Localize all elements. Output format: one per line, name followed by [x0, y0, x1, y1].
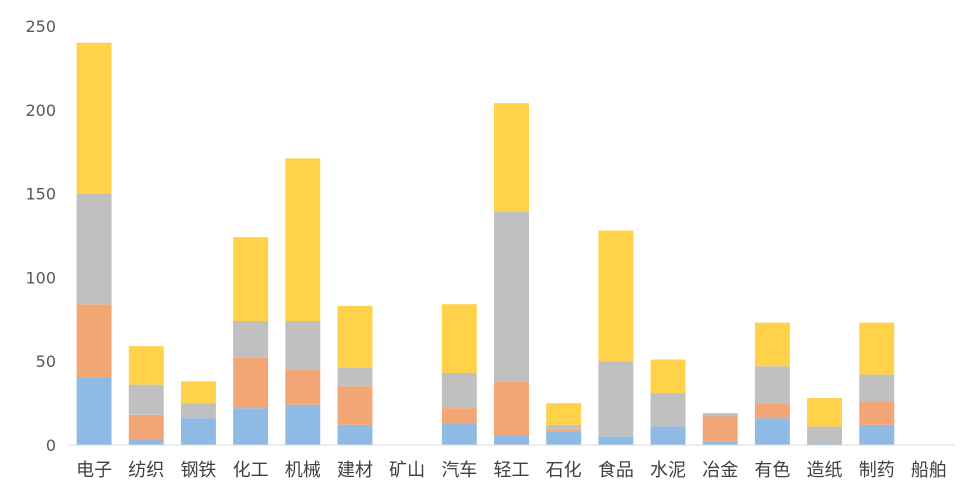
- bar-segment-3: [76, 193, 112, 305]
- bar-segment-1: [859, 424, 895, 445]
- bar-segment-2: [494, 381, 529, 435]
- bar-segment-3: [650, 393, 686, 427]
- bar-segment-4: [807, 398, 843, 427]
- x-tick-label: 食品: [598, 460, 634, 481]
- bar-segment-4: [598, 230, 634, 362]
- bar-segment-3: [233, 320, 269, 358]
- bar-segment-2: [546, 429, 582, 432]
- x-tick-label: 化工: [233, 460, 269, 481]
- bar-segment-4: [859, 322, 895, 375]
- bar-segment-2: [441, 408, 477, 424]
- x-tick-label: 电子: [76, 460, 112, 481]
- bar-segment-1: [180, 418, 216, 445]
- x-tick-label: 汽车: [441, 460, 477, 481]
- bars: [76, 42, 895, 445]
- bar-segment-3: [807, 426, 843, 444]
- bar-segment-3: [754, 366, 790, 404]
- bar-segment-4: [128, 346, 164, 385]
- x-tick-label: 船舶: [911, 460, 947, 481]
- x-tick-label: 水泥: [650, 460, 686, 481]
- x-tick-label: 纺织: [128, 460, 164, 481]
- bar-segment-4: [233, 237, 269, 321]
- bar-segment-4: [494, 103, 529, 213]
- x-axis-labels: 电子 纺织 钢铁 化工 机械 建材 矿山 汽车 轻工 石化 食品 水泥 冶金 有色 造纸 制药 船舶: [76, 460, 947, 481]
- x-tick-label: 轻工: [494, 460, 530, 481]
- bar-segment-1: [441, 423, 477, 445]
- y-tick-label: 50: [36, 352, 56, 371]
- bar-segment-1: [598, 436, 634, 445]
- bar-segment-1: [494, 434, 529, 445]
- bar-segment-4: [337, 305, 373, 368]
- y-tick-label: 250: [25, 17, 56, 36]
- bar-segment-3: [494, 212, 529, 382]
- bar-segment-4: [180, 381, 216, 404]
- x-tick-label: 机械: [285, 460, 321, 481]
- bar-segment-1: [650, 426, 686, 445]
- x-tick-label: 造纸: [807, 460, 843, 481]
- bar-segment-2: [285, 369, 321, 405]
- y-tick-label: 150: [25, 185, 56, 204]
- x-tick-label: 冶金: [702, 460, 738, 481]
- bar-segment-2: [754, 403, 790, 419]
- x-tick-label: 有色: [754, 460, 790, 481]
- bar-segment-4: [76, 42, 112, 194]
- bar-segment-1: [128, 439, 164, 445]
- bar-segment-1: [285, 404, 321, 445]
- bar-segment-3: [859, 374, 895, 402]
- y-tick-label: 0: [46, 436, 56, 455]
- bar-segment-4: [650, 359, 686, 394]
- bar-segment-3: [337, 367, 373, 387]
- bar-segment-3: [546, 424, 582, 430]
- bar-segment-2: [76, 304, 112, 378]
- bar-segment-1: [337, 424, 373, 445]
- bar-segment-2: [337, 386, 373, 425]
- bar-segment-4: [546, 403, 582, 425]
- bar-segment-3: [598, 361, 634, 437]
- bar-segment-4: [285, 158, 321, 321]
- bar-segment-1: [807, 443, 843, 445]
- bar-segment-2: [859, 401, 895, 425]
- bar-segment-2: [702, 416, 738, 442]
- x-tick-label: 钢铁: [180, 460, 216, 481]
- bar-segment-1: [702, 441, 738, 445]
- bar-segment-1: [754, 418, 790, 445]
- bar-segment-1: [233, 408, 269, 445]
- bar-segment-3: [702, 413, 738, 417]
- y-axis-ticks: 0 50 100 150 200 250: [25, 17, 56, 455]
- bar-segment-3: [180, 403, 216, 419]
- bar-segment-4: [441, 304, 477, 373]
- bar-segment-4: [754, 322, 790, 367]
- x-tick-label: 建材: [337, 460, 373, 481]
- x-tick-label: 石化: [546, 460, 582, 481]
- y-tick-label: 200: [25, 101, 56, 120]
- bar-segment-3: [128, 384, 164, 415]
- x-tick-label: 矿山: [389, 460, 425, 481]
- bar-segment-1: [546, 431, 582, 445]
- bar-segment-3: [285, 320, 321, 370]
- x-tick-label: 制药: [859, 460, 895, 481]
- bar-segment-1: [76, 377, 112, 445]
- bar-segment-2: [233, 357, 269, 409]
- bar-segment-3: [441, 372, 477, 409]
- bar-segment-2: [128, 414, 164, 440]
- y-tick-label: 100: [25, 268, 56, 287]
